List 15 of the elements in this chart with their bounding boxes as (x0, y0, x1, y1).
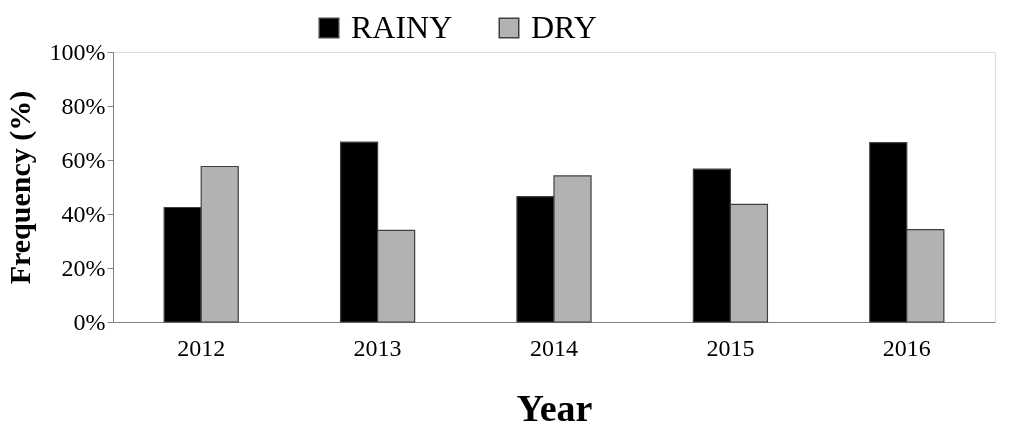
y-tick-label: 20% (61, 254, 106, 281)
y-tick-label: 80% (61, 92, 106, 119)
y-tick-label: 0% (73, 308, 106, 335)
legend-label: DRY (531, 9, 597, 45)
y-tick-label: 40% (61, 200, 106, 227)
legend-label: RAINY (351, 9, 453, 45)
y-axis-title: Frequency (%) (2, 90, 37, 285)
y-tick-label: 100% (49, 38, 106, 65)
x-tick-label: 2013 (353, 334, 402, 361)
x-tick-label: 2014 (530, 334, 578, 361)
x-tick-label: 2012 (177, 334, 226, 361)
x-tick-label: 2016 (882, 334, 931, 361)
y-tick-label: 60% (61, 146, 106, 173)
x-axis-title: Year (516, 386, 593, 429)
x-tick-label: 2015 (706, 334, 755, 361)
